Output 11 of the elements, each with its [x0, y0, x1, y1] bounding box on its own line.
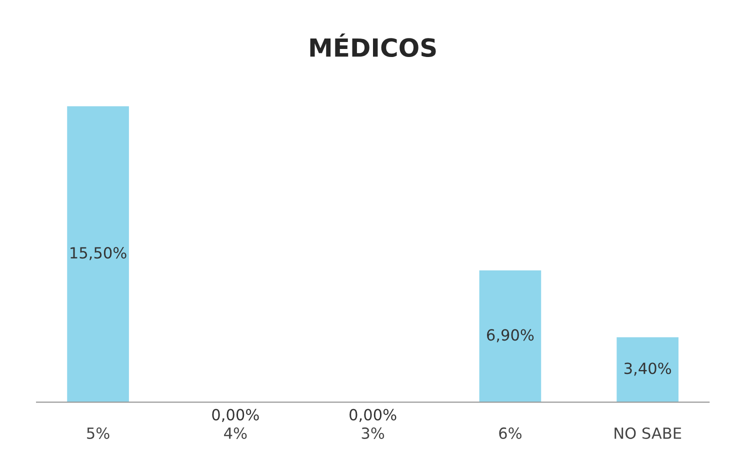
data-label: 15,50%	[70, 247, 126, 260]
data-label: 3,40%	[624, 362, 672, 376]
data-label: 6,90%	[487, 329, 534, 342]
chart-title: MÉDICOS	[310, 34, 436, 58]
x-tick-label: 4%	[224, 427, 247, 439]
x-tick-label: 6%	[499, 427, 522, 439]
x-tick-label: 5%	[87, 427, 110, 439]
x-tick-label: NO SABE	[614, 427, 682, 439]
data-label: 0,00%	[212, 408, 259, 422]
data-label: 0,00%	[350, 408, 396, 422]
x-tick-label: 3%	[362, 427, 384, 439]
